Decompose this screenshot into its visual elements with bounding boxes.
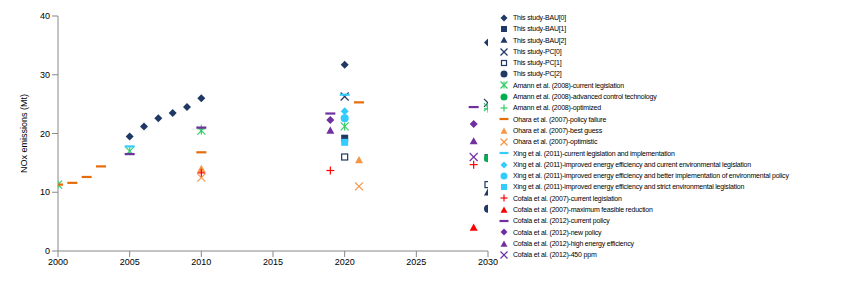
html-text:Cofala et al. (2012)-current p: Cofala et al. (2012)-current policy (513, 217, 610, 225)
html-text:Ohara et al. (2007)-optimistic: Ohara et al. (2007)-optimistic (513, 138, 598, 146)
html-text:Xing et al. (2011)-improved en: Xing et al. (2011)-improved energy effic… (513, 160, 751, 168)
html-text:Ohara et al. (2007)-best guess: Ohara et al. (2007)-best guess (513, 127, 602, 134)
html-text:Cofala et al. (2012)-high ener: Cofala et al. (2012)-high energy efficie… (513, 239, 634, 247)
svg-text:2005: 2005 (120, 257, 140, 267)
html-text:Cofala et al. (2007)-current l: Cofala et al. (2007)-current legislation (513, 194, 622, 202)
svg-text:2010: 2010 (191, 257, 211, 267)
svg-text:2000: 2000 (48, 257, 68, 267)
svg-text:2020: 2020 (335, 257, 355, 267)
html-text:Amann et al. (2008)-optimized: Amann et al. (2008)-optimized (513, 104, 601, 112)
html-text:Cofala et al. (2012)-450 ppm: Cofala et al. (2012)-450 ppm (513, 251, 597, 259)
html-text:Cofala et al. (2012)-new polic: Cofala et al. (2012)-new policy (513, 228, 602, 236)
html-text:This study-BAU[1]: This study-BAU[1] (513, 25, 566, 33)
html-text:Amann et al. (2008)-advanced c: Amann et al. (2008)-advanced control tec… (513, 93, 657, 101)
html-text:Xing et al. (2011)-current leg: Xing et al. (2011)-current legislation a… (513, 149, 675, 157)
html-text:Cofala et al. (2007)-maximum f: Cofala et al. (2007)-maximum feasible re… (513, 206, 653, 213)
svg-text:2015: 2015 (263, 257, 283, 267)
html-text:This study-PC[2]: This study-PC[2] (513, 70, 562, 78)
html-text:Ohara et al. (2007)-policy fai: Ohara et al. (2007)-policy failure (513, 115, 607, 123)
svg-text:10: 10 (40, 187, 50, 197)
svg-text:0: 0 (45, 246, 50, 256)
html-text:This study-PC[1]: This study-PC[1] (513, 59, 562, 67)
html-text:Xing et al. (2011)-improved en: Xing et al. (2011)-improved energy effic… (513, 183, 745, 191)
html-text:Xing et al. (2011)-improved en: Xing et al. (2011)-improved energy effic… (513, 172, 789, 180)
html-text:Amann et al. (2008)-current le: Amann et al. (2008)-current legislation (513, 81, 624, 89)
svg-text:20: 20 (40, 129, 50, 139)
svg-text:40: 40 (40, 11, 50, 21)
svg-text:2025: 2025 (406, 257, 426, 267)
html-text:This study-PC[0]: This study-PC[0] (513, 47, 562, 55)
svg-text:30: 30 (40, 70, 50, 80)
svg-text:NOx emissions (Mt): NOx emissions (Mt) (19, 94, 29, 173)
html-text:This study-BAU[0]: This study-BAU[0] (513, 14, 566, 21)
svg-text:2030: 2030 (478, 257, 498, 267)
html-text:This study-BAU[2]: This study-BAU[2] (513, 36, 566, 44)
